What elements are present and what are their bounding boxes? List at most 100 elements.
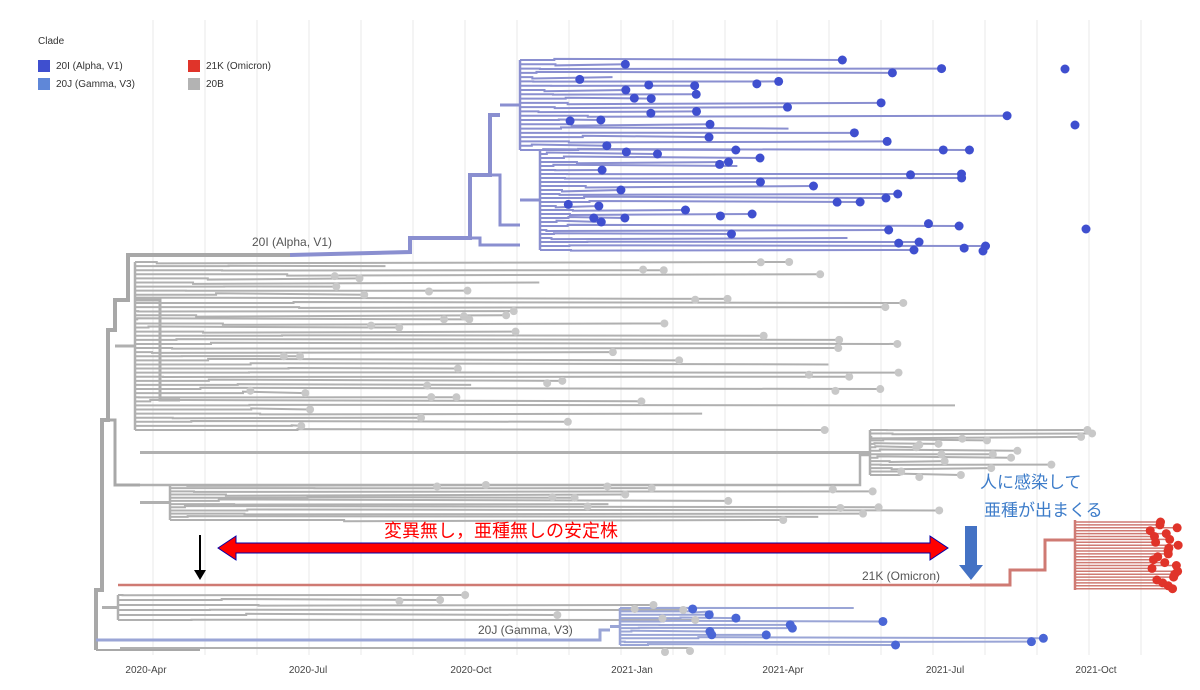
black-arrow-head — [194, 570, 206, 580]
tip-dot — [246, 386, 255, 395]
tip-dot — [1077, 432, 1086, 441]
tip-dot — [1169, 572, 1179, 582]
tip-dot — [1148, 555, 1158, 565]
tip-dot — [914, 237, 924, 247]
tip-dot — [688, 604, 698, 614]
tip-dot — [894, 238, 904, 248]
tip-dot — [849, 128, 859, 138]
tip-dot — [652, 149, 662, 159]
tip-dot — [646, 94, 656, 104]
tip-dot — [1047, 460, 1056, 469]
tip-dot — [1172, 523, 1182, 533]
tip-dot — [884, 225, 894, 235]
branch — [540, 185, 814, 189]
branch — [289, 113, 500, 257]
branch — [135, 428, 825, 431]
clade-label-gamma: 20J (Gamma, V3) — [478, 623, 573, 637]
branch — [135, 420, 568, 423]
tip-dot — [548, 493, 557, 502]
tip-dot — [1026, 637, 1036, 647]
annotation-infection-line1: 人に感染して — [980, 473, 1082, 493]
branch — [540, 244, 986, 247]
tip-dot — [915, 473, 924, 482]
tip-dot — [395, 323, 404, 332]
branch — [135, 277, 360, 281]
tip-dot — [646, 108, 656, 118]
tip-dot — [876, 385, 885, 394]
tip-dot — [715, 159, 725, 169]
tip-dot — [755, 177, 765, 187]
branch — [135, 325, 400, 329]
branch — [540, 205, 599, 209]
branch — [870, 445, 917, 449]
tip-dot — [332, 282, 341, 291]
branch — [540, 232, 732, 235]
branch — [96, 628, 610, 642]
tip-dot — [661, 648, 669, 656]
branch — [135, 314, 507, 318]
tip-dot — [453, 364, 462, 373]
tip-dot — [957, 173, 967, 183]
branch — [870, 467, 992, 471]
branch — [540, 209, 686, 212]
tip-dot — [691, 616, 700, 624]
branch — [170, 519, 784, 523]
tip-dot — [563, 417, 572, 426]
tip-dot — [1151, 537, 1161, 547]
tip-dot — [937, 450, 946, 459]
tip-dot — [427, 393, 436, 402]
tip-dot — [686, 647, 694, 655]
tip-dot — [761, 630, 771, 640]
tip-dot — [296, 352, 305, 361]
branch — [540, 219, 602, 223]
tree-trunk — [94, 253, 290, 651]
legend-swatch — [188, 60, 200, 72]
tip-dot — [647, 484, 656, 493]
tip-dot — [940, 457, 949, 466]
branch — [135, 407, 311, 411]
tip-dot — [876, 98, 886, 108]
tip-dot — [690, 81, 700, 91]
tip-dot — [279, 352, 288, 361]
tip-dot — [837, 55, 847, 65]
branch — [540, 229, 889, 233]
branch — [135, 386, 881, 391]
tip-dot — [680, 205, 690, 215]
tip-dot — [881, 193, 891, 203]
branch — [870, 432, 1093, 436]
branch — [135, 322, 665, 326]
branch — [870, 472, 961, 476]
tip-dot — [395, 597, 404, 606]
branch — [170, 512, 864, 516]
base-clade-branches — [115, 261, 955, 431]
tip-dot — [845, 372, 854, 381]
branch — [135, 292, 365, 296]
branch — [135, 424, 302, 427]
branch — [540, 215, 625, 219]
tip-dot — [899, 298, 908, 307]
tip-dot — [630, 604, 639, 613]
tip-dot — [596, 217, 606, 227]
omicron-lineage — [118, 538, 1075, 587]
branch — [520, 134, 710, 139]
tip-dot — [463, 286, 472, 295]
tip-dot — [679, 606, 688, 614]
legend-swatch — [38, 60, 50, 72]
legend-swatch — [38, 78, 50, 90]
annotation-infection-line2: 亜種が出まくる — [984, 501, 1103, 521]
tip-dot — [355, 274, 364, 283]
tip-dot — [893, 339, 902, 348]
tip-dot — [1163, 549, 1173, 559]
tip-dot — [658, 614, 667, 623]
tip-dot — [782, 102, 792, 112]
legend-label: 20I (Alpha, V1) — [56, 60, 123, 72]
tip-dot — [509, 307, 518, 316]
branch — [540, 189, 621, 193]
tip-dot — [893, 189, 903, 199]
branch — [118, 597, 441, 601]
tip-dot — [715, 211, 725, 221]
tip-dot — [306, 405, 315, 414]
branch — [520, 63, 626, 67]
tip-dot — [1002, 111, 1012, 121]
